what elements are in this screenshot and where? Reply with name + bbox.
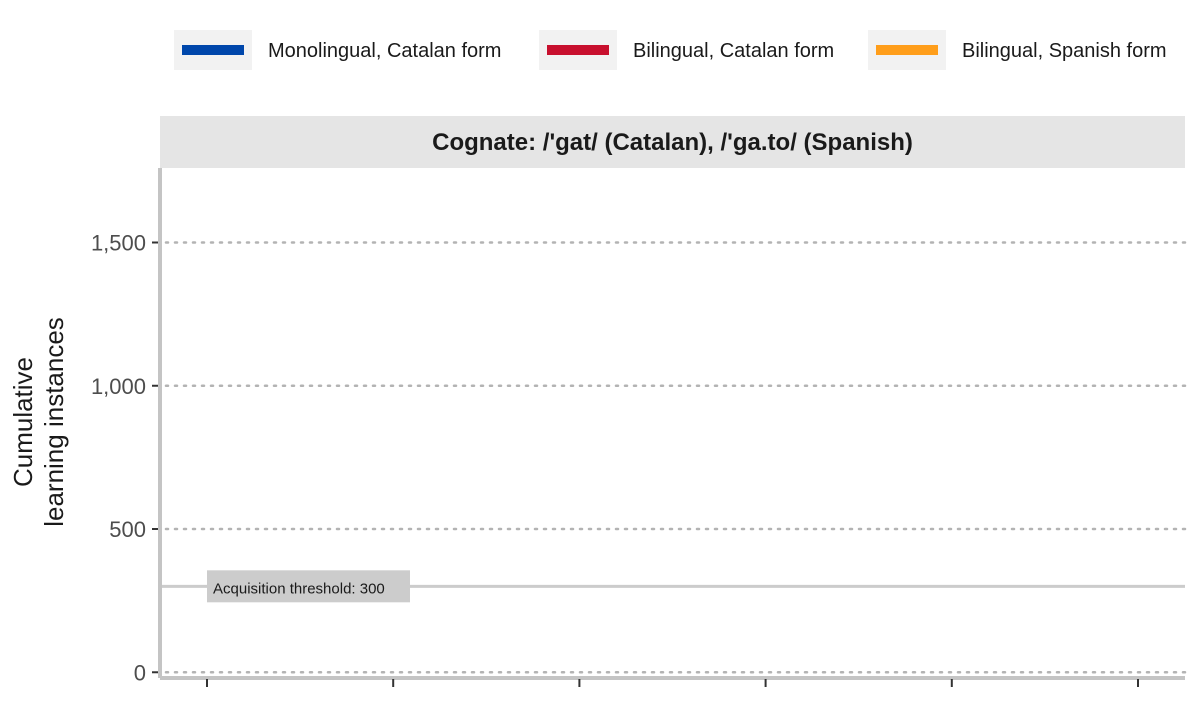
legend-key-swatch xyxy=(547,45,609,55)
facet-title: Cognate: /'gat/ (Catalan), /'ga.to/ (Spa… xyxy=(432,129,913,156)
y-axis-title: Cumulativelearning instances xyxy=(8,317,69,527)
threshold-label: Acquisition threshold: 300 xyxy=(213,580,385,597)
legend-label: Bilingual, Spanish form xyxy=(962,40,1167,62)
y-tick-label: 1,500 xyxy=(91,230,146,255)
axis-labels: Cumulativelearning instances xyxy=(8,317,69,527)
legend: Monolingual, Catalan form Bilingual, Cata… xyxy=(174,30,1167,70)
axes: 0 500 1,000 1,500 xyxy=(91,168,1185,687)
legend-item-1: Monolingual, Catalan form xyxy=(174,30,501,70)
legend-label: Monolingual, Catalan form xyxy=(268,40,501,62)
y-axis-title-line-1: Cumulative xyxy=(8,357,38,487)
threshold: Acquisition threshold: 300 xyxy=(160,570,1185,603)
facet-strip: Cognate: /'gat/ (Catalan), /'ga.to/ (Spa… xyxy=(160,116,1185,168)
y-tick-label: 0 xyxy=(134,660,146,685)
legend-item-2: Bilingual, Catalan form xyxy=(539,30,834,70)
y-tick-label: 500 xyxy=(109,517,146,542)
legend-label: Bilingual, Catalan form xyxy=(633,40,834,62)
legend-item-3: Bilingual, Spanish form xyxy=(868,30,1167,70)
legend-key-swatch xyxy=(182,45,244,55)
y-axis-title-line-2: learning instances xyxy=(39,317,69,527)
legend-key-swatch xyxy=(876,45,938,55)
threshold-label-background xyxy=(207,570,410,603)
grid xyxy=(164,241,1187,674)
y-tick-label: 1,000 xyxy=(91,374,146,399)
facet-strip-background xyxy=(160,116,1185,168)
